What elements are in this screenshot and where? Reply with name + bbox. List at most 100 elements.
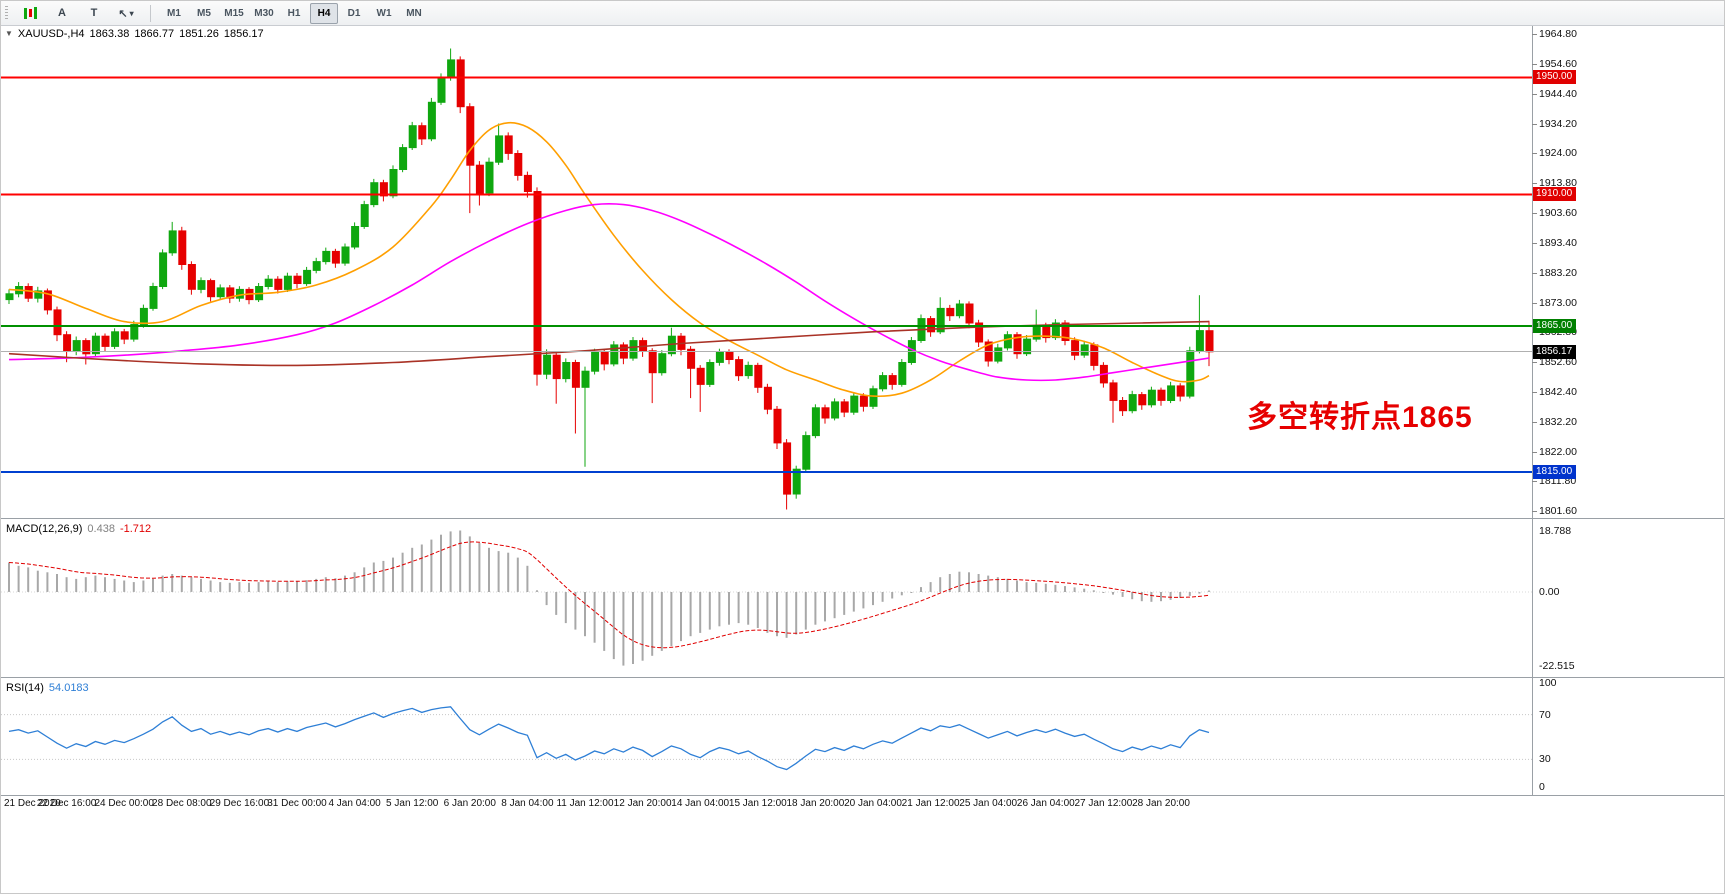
candle: [63, 334, 72, 352]
time-axis-label: 14 Jan 04:00: [671, 798, 730, 809]
candle: [216, 287, 225, 298]
price-tickmark: [1532, 124, 1537, 125]
price-tickmark: [1532, 34, 1537, 35]
candle: [427, 101, 436, 140]
price-tickmark: [1532, 511, 1537, 512]
timeframe-button-h4[interactable]: H4: [310, 2, 338, 24]
candle: [1109, 382, 1118, 401]
candle: [5, 293, 14, 301]
macd-panel-canvas[interactable]: [1, 520, 1532, 677]
price-axis[interactable]: 1964.80 1954.60 1944.40 1934.20 1924.00 1913.…: [1532, 26, 1724, 795]
cursor-tool-button[interactable]: ↖ ▾: [111, 3, 141, 24]
text-tool-button[interactable]: T: [90, 7, 98, 19]
candle: [43, 290, 52, 311]
high-value: 1866.77: [134, 28, 175, 40]
candle: [955, 303, 964, 317]
price-tickmark: [1532, 64, 1537, 65]
symbol-period-label: XAUUSD-,H4: [17, 28, 85, 40]
candle: [514, 153, 523, 176]
panel-separator-rsi[interactable]: [1, 677, 1724, 678]
candle: [783, 442, 792, 495]
price-tickmark: [1532, 183, 1537, 184]
timeframe-button-w1[interactable]: W1: [376, 7, 392, 19]
timeframe-button-h1[interactable]: H1: [287, 7, 301, 19]
candle: [898, 362, 907, 385]
chart-symbol-title: ▼ XAUUSD-,H4 1863.38 1866.77 1851.26 1856.17: [5, 28, 269, 40]
candle: [504, 135, 513, 154]
panel-separator-timeaxis[interactable]: [1, 795, 1724, 796]
timeframe-button-mn[interactable]: MN: [406, 7, 422, 19]
candle: [1128, 394, 1137, 412]
candle: [360, 204, 369, 228]
price-tickmark: [1532, 273, 1537, 274]
candle: [591, 351, 600, 372]
macd-axis-label: 18.788: [1539, 525, 1572, 537]
time-axis-label: 11 Jan 12:00: [556, 798, 614, 809]
candle: [523, 174, 532, 192]
timeframe-button-m5[interactable]: M5: [197, 7, 211, 19]
candle: [1138, 394, 1147, 406]
candle: [821, 407, 830, 419]
auto-scroll-button[interactable]: A: [58, 7, 66, 19]
candle: [178, 230, 187, 265]
timeframe-button-d1[interactable]: D1: [347, 7, 361, 19]
price-line-tag-1815.00: 1815.00: [1533, 465, 1577, 479]
candle: [696, 367, 705, 385]
candle: [869, 388, 878, 407]
price-chart-canvas[interactable]: [1, 26, 1532, 518]
candle: [811, 407, 820, 437]
candle: [744, 364, 753, 377]
rsi-panel-canvas[interactable]: [1, 679, 1532, 795]
rsi-indicator-label: RSI(14) 54.0183: [6, 682, 94, 694]
time-axis-label: 25 Jan 04:00: [959, 798, 1018, 809]
rsi-axis-label: 100: [1539, 677, 1557, 689]
candle: [543, 354, 552, 375]
toolbar-drag-handle[interactable]: [5, 5, 8, 21]
timeframe-button-m15[interactable]: M15: [224, 7, 244, 19]
time-axis-label: 6 Jan 20:00: [443, 798, 496, 809]
price-axis-border: [1532, 26, 1533, 795]
candle: [1205, 330, 1214, 353]
time-axis-label: 26 Jan 04:00: [1016, 798, 1075, 809]
time-axis-label: 4 Jan 04:00: [328, 798, 381, 809]
price-tickmark: [1532, 213, 1537, 214]
candle: [283, 275, 292, 290]
price-tickmark: [1532, 452, 1537, 453]
candle: [840, 401, 849, 413]
candle: [802, 435, 811, 470]
candle: [149, 286, 158, 309]
candlestick-chart-icon: [23, 7, 38, 20]
macd-name: MACD(12,26,9): [6, 523, 83, 535]
ma-fast-line: [8, 121, 1210, 398]
price-tickmark: [1532, 422, 1537, 423]
time-axis-label: 5 Jan 12:00: [386, 798, 439, 809]
time-axis-label: 29 Dec 16:00: [209, 798, 270, 809]
candle: [274, 278, 283, 290]
chart-type-button[interactable]: [15, 3, 45, 24]
timeframe-button-m30[interactable]: M30: [254, 7, 274, 19]
candle: [1032, 325, 1041, 340]
timeframe-button-m1[interactable]: M1: [167, 7, 181, 19]
price-line-tag-1865.00: 1865.00: [1533, 319, 1577, 333]
candle: [293, 275, 302, 285]
price-tick-label: 1964.80: [1539, 28, 1577, 40]
candle: [485, 161, 494, 194]
candle: [658, 353, 667, 374]
price-tick-label: 1913.80: [1539, 177, 1577, 189]
candle: [159, 252, 168, 287]
one-click-trading-toggle[interactable]: ▼: [5, 29, 13, 38]
candle: [706, 362, 715, 385]
panel-separator-macd[interactable]: [1, 518, 1724, 519]
candle: [139, 307, 148, 325]
candle: [437, 77, 446, 103]
candle: [994, 347, 1003, 362]
candle: [53, 309, 62, 336]
price-tick-label: 1801.60: [1539, 505, 1577, 517]
price-tick-label: 1934.20: [1539, 118, 1577, 130]
candle: [936, 307, 945, 333]
price-tick-label: 1873.00: [1539, 297, 1577, 309]
candle: [773, 408, 782, 444]
time-axis[interactable]: 21 Dec 2020 22 Dec 16:00 24 Dec 00:00 28 De…: [1, 795, 1532, 815]
rsi-line: [8, 706, 1210, 771]
candle: [1147, 389, 1156, 406]
